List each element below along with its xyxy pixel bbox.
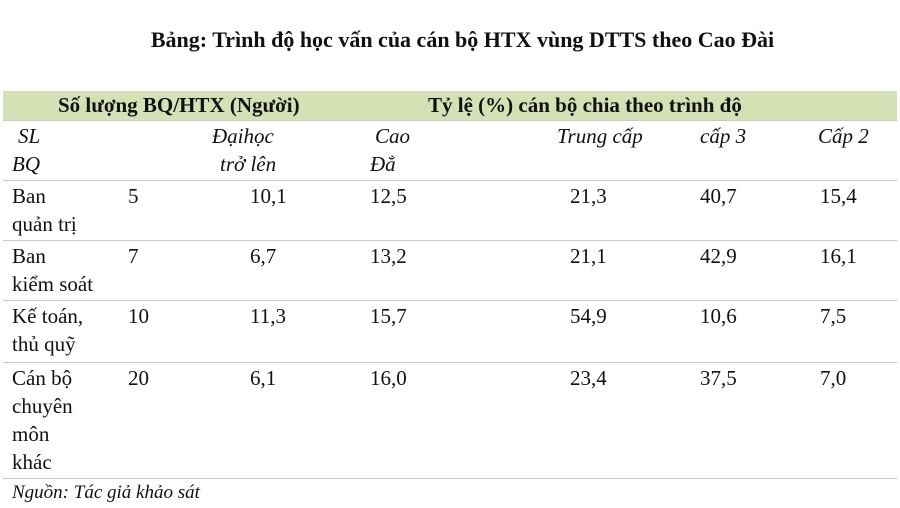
- cell-value: 6,1: [250, 366, 277, 390]
- cell-value: 15,4: [820, 184, 857, 208]
- header-cell: Số lượng BQ/HTX (Người): [58, 93, 300, 117]
- row-label: thủ quỹ: [12, 332, 76, 356]
- row-rule: [3, 478, 897, 479]
- row-label: Kế toán,: [12, 304, 84, 328]
- cell-value: 7,0: [820, 366, 847, 390]
- cell-value: 10,6: [700, 304, 737, 328]
- subheader-text: Cao: [375, 124, 411, 148]
- row-rule: [3, 300, 897, 301]
- subheader-text: BQ: [12, 152, 40, 176]
- cell-value: 7: [128, 244, 139, 268]
- row-label: chuyên: [12, 394, 73, 418]
- cell-value: 16,1: [820, 244, 857, 268]
- header-cell: Tỷ lệ (%) cán bộ chia theo trình độ: [428, 93, 742, 117]
- cell-value: 15,7: [370, 304, 407, 328]
- cell-value: 11,3: [250, 304, 286, 328]
- source-note: Nguồn: Tác giả khảo sát: [12, 482, 200, 503]
- row-rule: [3, 362, 897, 363]
- row-rule: [3, 120, 897, 121]
- header-band: [3, 91, 897, 120]
- cell-value: 21,1: [570, 244, 607, 268]
- cell-value: 5: [128, 184, 139, 208]
- row-rule: [3, 180, 897, 181]
- cell-value: 10: [128, 304, 149, 328]
- row-label: khác: [12, 450, 52, 474]
- subheader-text: Đẳ: [370, 152, 396, 176]
- row-label: Ban: [12, 244, 46, 268]
- subheader-text: cấp 3: [700, 124, 747, 148]
- cell-value: 12,5: [370, 184, 407, 208]
- subheader-text: SL: [18, 124, 41, 148]
- cell-value: 37,5: [700, 366, 737, 390]
- row-label: quản trị: [12, 212, 77, 236]
- row-label: Ban: [12, 184, 46, 208]
- cell-value: 23,4: [570, 366, 607, 390]
- row-label: Cán bộ: [12, 366, 73, 390]
- cell-value: 16,0: [370, 366, 407, 390]
- table-title: Bảng: Trình độ học vấn của cán bộ HTX vù…: [150, 27, 775, 52]
- cell-value: 10,1: [250, 184, 287, 208]
- cell-value: 42,9: [700, 244, 737, 268]
- row-label: môn: [12, 422, 50, 446]
- cell-value: 21,3: [570, 184, 607, 208]
- row-rule: [3, 240, 897, 241]
- subheader-text: Trung cấp: [557, 124, 643, 148]
- subheader-text: trở lên: [220, 152, 277, 176]
- subheader-text: Cấp 2: [818, 124, 869, 148]
- cell-value: 54,9: [570, 304, 607, 328]
- row-label: kiểm soát: [12, 272, 94, 296]
- cell-value: 20: [128, 366, 149, 390]
- cell-value: 6,7: [250, 244, 277, 268]
- cell-value: 7,5: [820, 304, 847, 328]
- subheader-text: Đạihọc: [212, 124, 274, 148]
- cell-value: 40,7: [700, 184, 737, 208]
- cell-value: 13,2: [370, 244, 407, 268]
